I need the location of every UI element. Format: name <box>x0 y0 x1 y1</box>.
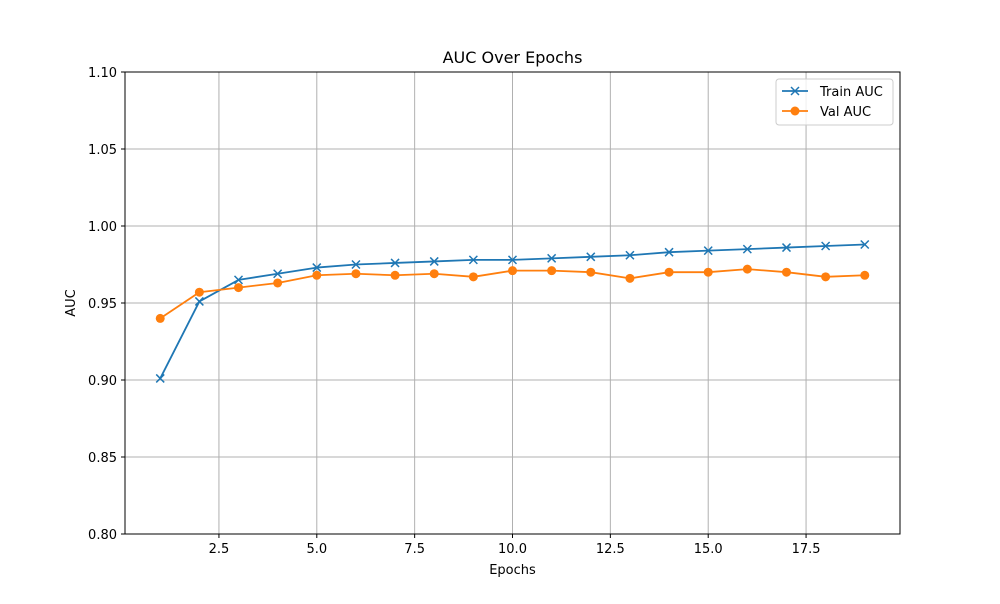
marker-stroke <box>468 255 478 265</box>
marker-stroke <box>860 239 870 250</box>
x-tick-label: 12.5 <box>596 542 625 557</box>
val-auc-point <box>508 266 517 276</box>
y-axis-ticks: 0.80 0.85 0.90 0.95 1.00 1.05 1.10 <box>88 66 125 543</box>
train-auc-point <box>703 246 713 256</box>
val-auc-point <box>234 283 244 293</box>
train-auc-point <box>664 247 674 257</box>
marker-stroke <box>155 373 165 383</box>
chart-legend: Train AUC Val AUC <box>775 78 894 126</box>
legend-marker <box>790 86 800 96</box>
marker-stroke <box>429 256 439 266</box>
val-auc-point <box>781 267 791 277</box>
y-axis-label: AUC <box>64 289 79 317</box>
val-auc-point <box>586 267 596 277</box>
train-auc-point <box>233 275 244 285</box>
marker-stroke <box>790 86 800 96</box>
val-auc-point <box>273 278 283 288</box>
marker-stroke <box>781 243 792 253</box>
train-auc-point <box>194 296 204 306</box>
val-auc-point <box>312 270 322 280</box>
train-auc-point <box>507 255 518 265</box>
y-tick-label: 0.90 <box>88 374 117 389</box>
train-auc-point <box>742 244 752 254</box>
train-auc-point <box>390 258 400 268</box>
x-tick-label: 15.0 <box>694 542 723 557</box>
val-auc-series <box>155 264 870 323</box>
train-auc-point <box>860 239 870 250</box>
train-auc-point <box>468 255 478 265</box>
val-auc-point <box>429 269 439 279</box>
marker-stroke <box>507 255 518 265</box>
val-auc-point <box>547 266 557 276</box>
marker-stroke <box>742 244 752 254</box>
marker-stroke <box>703 246 713 256</box>
y-tick-label: 1.10 <box>88 66 117 81</box>
train-auc-point <box>351 259 361 270</box>
legend-entry-val-auc: Val AUC <box>782 105 871 120</box>
marker-stroke <box>821 241 831 251</box>
val-auc-point <box>390 270 400 280</box>
marker-stroke <box>390 258 400 268</box>
val-auc-point <box>703 267 713 277</box>
legend-marker <box>790 106 800 116</box>
train-auc-point <box>312 263 322 273</box>
marker-stroke <box>312 263 322 273</box>
x-axis-label: Epochs <box>489 563 536 578</box>
y-tick-label: 0.85 <box>88 451 117 466</box>
train-auc-point <box>547 253 557 263</box>
x-tick-label: 5.0 <box>306 542 327 557</box>
marker-stroke <box>233 275 244 285</box>
val-auc-point <box>664 267 674 277</box>
legend-entry-train-auc: Train AUC <box>782 85 883 100</box>
val-auc-point <box>155 313 165 323</box>
x-tick-label: 2.5 <box>209 542 230 557</box>
y-tick-label: 1.00 <box>88 220 117 235</box>
legend-label: Val AUC <box>820 105 871 120</box>
train-auc-point <box>625 250 635 260</box>
train-auc-point <box>586 252 596 262</box>
val-auc-point <box>194 287 204 297</box>
y-tick-label: 0.95 <box>88 297 117 312</box>
chart-title: AUC Over Epochs <box>443 48 583 67</box>
x-tick-label: 7.5 <box>404 542 425 557</box>
marker-stroke <box>586 252 596 262</box>
grid-lines <box>125 71 900 535</box>
train-auc-point <box>821 241 831 251</box>
marker-stroke <box>194 296 204 306</box>
train-auc-point <box>273 269 283 279</box>
marker-stroke <box>547 253 557 263</box>
x-tick-label: 10.0 <box>498 542 527 557</box>
y-tick-label: 1.05 <box>88 143 117 158</box>
marker-stroke <box>351 259 361 270</box>
legend-label: Train AUC <box>819 85 883 100</box>
val-auc-point <box>351 269 361 279</box>
val-auc-point <box>821 272 831 282</box>
marker-stroke <box>625 250 635 260</box>
series-group <box>155 239 870 383</box>
train-auc-point <box>429 256 439 266</box>
val-auc-point <box>468 272 478 282</box>
marker-stroke <box>664 247 674 257</box>
y-tick-label: 0.80 <box>88 528 117 543</box>
val-auc-point <box>625 273 635 283</box>
x-tick-label: 17.5 <box>792 542 821 557</box>
x-axis-ticks: 2.5 5.0 7.5 10.0 12.5 15.0 17.5 <box>209 534 821 557</box>
val-auc-point <box>860 270 870 280</box>
marker-stroke <box>273 269 283 279</box>
val-auc-point <box>742 264 752 274</box>
legend-entries: Train AUC Val AUC <box>782 85 883 120</box>
train-auc-series <box>155 239 870 383</box>
train-auc-point <box>155 373 165 383</box>
train-auc-point <box>781 243 792 253</box>
